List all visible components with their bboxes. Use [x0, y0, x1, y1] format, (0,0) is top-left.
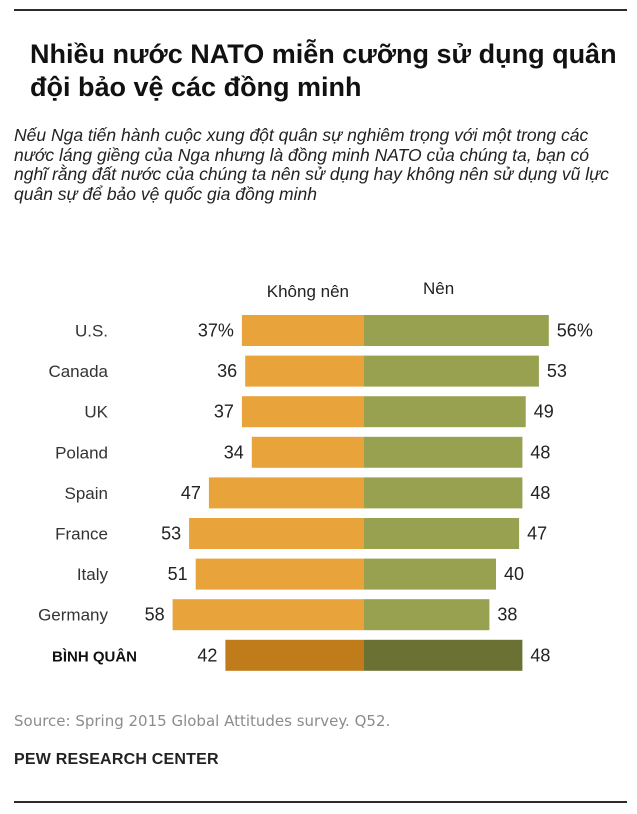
value-label-khong-nen: 58 — [145, 605, 165, 625]
chart-title: Nhiều nước NATO miễn cưỡng sử dụng quân … — [30, 39, 617, 102]
value-label-nen: 56% — [557, 321, 593, 341]
value-label-nen: 47 — [527, 524, 547, 544]
value-label-khong-nen: 42 — [197, 645, 217, 665]
value-label-khong-nen: 53 — [161, 524, 181, 544]
category-label: Germany — [38, 606, 108, 625]
bar-nen-8 — [364, 639, 523, 671]
bar-nen-0 — [364, 315, 549, 346]
value-label-khong-nen: 51 — [168, 564, 188, 584]
value-label-nen: 40 — [504, 564, 524, 584]
bar-nen-2 — [364, 396, 526, 428]
bottom-rule — [14, 801, 627, 803]
bar-nen-3 — [364, 436, 523, 468]
bar-khong-nen-6 — [195, 558, 364, 590]
category-label: Italy — [77, 565, 109, 584]
value-label-khong-nen: 37 — [214, 402, 234, 422]
bar-khong-nen-5 — [189, 518, 364, 549]
category-label: Spain — [65, 484, 108, 503]
category-label: France — [55, 525, 108, 544]
chart-subtitle: Nếu Nga tiến hành cuộc xung đột quân sự … — [14, 125, 609, 204]
value-label-nen: 48 — [530, 645, 550, 665]
bar-khong-nen-8 — [225, 639, 364, 671]
category-label: Poland — [55, 443, 108, 462]
category-label: UK — [84, 403, 108, 422]
bar-khong-nen-7 — [172, 599, 364, 631]
legend-khong-nen: Không nên — [267, 282, 349, 301]
value-label-khong-nen: 36 — [217, 361, 237, 381]
bar-khong-nen-0 — [241, 315, 364, 346]
source-note: Source: Spring 2015 Global Attitudes sur… — [14, 712, 391, 730]
value-label-khong-nen: 47 — [181, 483, 201, 503]
bar-khong-nen-1 — [245, 355, 364, 387]
diverging-bar-chart: Không nên Nên U.S. 37% 56% Canada 36 53 UK 37 49 Po… — [38, 279, 593, 671]
bar-khong-nen-3 — [251, 436, 364, 468]
bar-khong-nen-4 — [208, 477, 364, 509]
bar-nen-7 — [364, 599, 490, 631]
bar-nen-4 — [364, 477, 523, 509]
category-label: U.S. — [75, 322, 108, 341]
value-label-nen: 38 — [497, 605, 517, 625]
value-label-nen: 48 — [530, 483, 550, 503]
value-label-nen: 53 — [547, 361, 567, 381]
value-label-nen: 48 — [530, 442, 550, 462]
top-rule — [14, 9, 627, 11]
bar-nen-6 — [364, 558, 496, 590]
legend-nen: Nên — [423, 279, 454, 298]
organization-name: PEW RESEARCH CENTER — [14, 751, 219, 768]
category-label: BÌNH QUÂN — [52, 647, 137, 665]
bar-nen-5 — [364, 518, 520, 549]
category-label: Canada — [48, 362, 108, 381]
bar-nen-1 — [364, 355, 539, 387]
bar-khong-nen-2 — [241, 396, 364, 428]
value-label-khong-nen: 37% — [198, 321, 234, 341]
value-label-khong-nen: 34 — [224, 442, 244, 462]
value-label-nen: 49 — [534, 402, 554, 422]
